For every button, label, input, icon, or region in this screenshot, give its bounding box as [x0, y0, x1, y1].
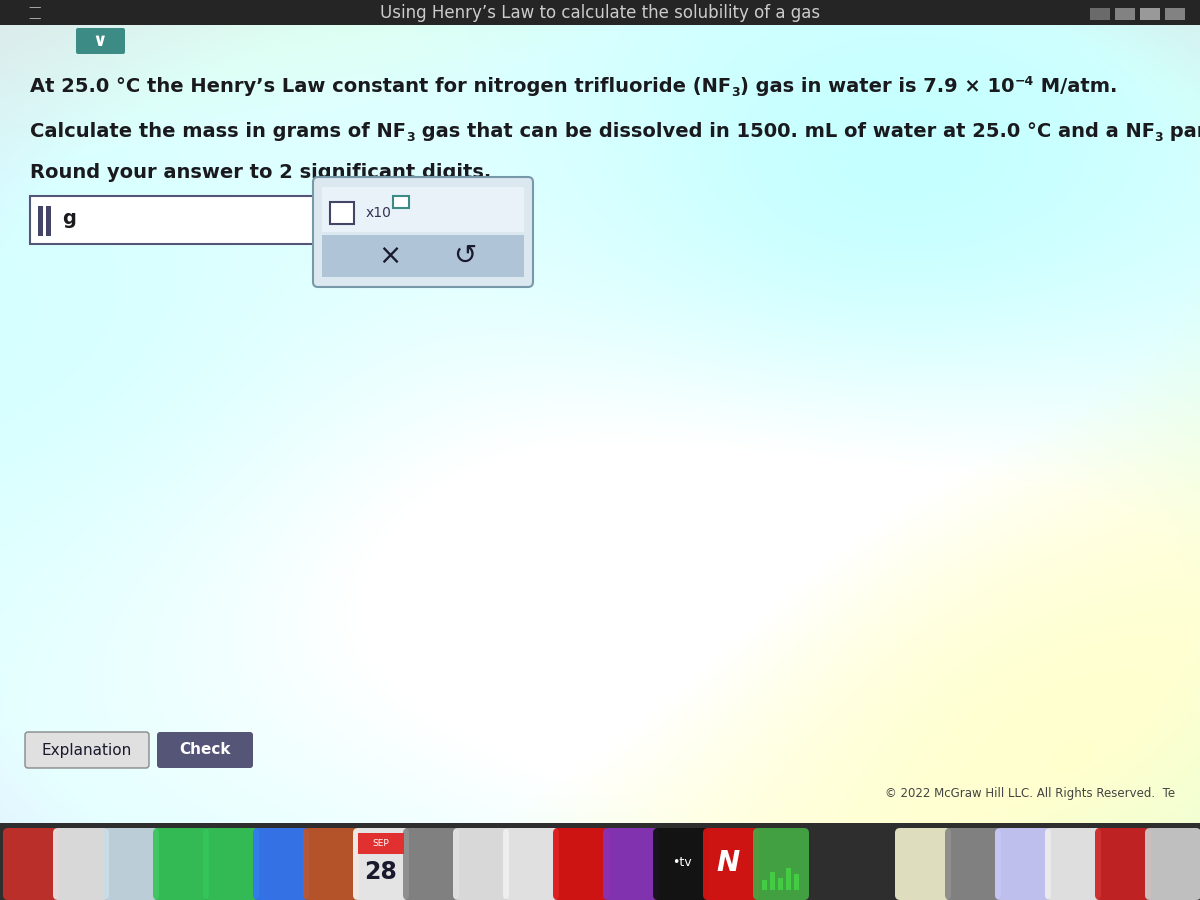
FancyBboxPatch shape: [103, 828, 158, 900]
FancyBboxPatch shape: [322, 235, 524, 277]
FancyBboxPatch shape: [946, 828, 1001, 900]
FancyBboxPatch shape: [30, 196, 314, 244]
Text: Round your answer to 2 significant digits.: Round your answer to 2 significant digit…: [30, 163, 491, 182]
Text: 3: 3: [1154, 131, 1163, 144]
Text: partial pressure of 0.85 atm.: partial pressure of 0.85 atm.: [1163, 122, 1200, 141]
FancyBboxPatch shape: [394, 196, 409, 208]
FancyBboxPatch shape: [157, 732, 253, 768]
Text: x10: x10: [366, 206, 392, 220]
Bar: [762, 880, 767, 890]
Text: Calculate the mass in grams of NF: Calculate the mass in grams of NF: [30, 122, 406, 141]
Text: Using Henry’s Law to calculate the solubility of a gas: Using Henry’s Law to calculate the solub…: [380, 4, 820, 22]
FancyBboxPatch shape: [53, 828, 109, 900]
FancyBboxPatch shape: [703, 828, 760, 900]
FancyBboxPatch shape: [604, 828, 659, 900]
FancyBboxPatch shape: [353, 828, 409, 900]
Text: —
—: — —: [29, 1, 41, 25]
Text: 3: 3: [406, 131, 415, 144]
FancyBboxPatch shape: [1145, 828, 1200, 900]
Text: 3: 3: [731, 86, 739, 99]
FancyBboxPatch shape: [754, 828, 809, 900]
Bar: [1165, 8, 1186, 20]
FancyBboxPatch shape: [253, 828, 310, 900]
Bar: [778, 878, 784, 890]
Bar: [786, 868, 791, 890]
Text: At 25.0 °C the Henry’s Law constant for nitrogen trifluoride (NF: At 25.0 °C the Henry’s Law constant for …: [30, 77, 731, 96]
FancyBboxPatch shape: [154, 828, 209, 900]
FancyBboxPatch shape: [503, 828, 559, 900]
Text: © 2022 McGraw Hill LLC. All Rights Reserved.  Te: © 2022 McGraw Hill LLC. All Rights Reser…: [884, 788, 1175, 800]
Text: Check: Check: [179, 742, 230, 758]
Bar: [0, 823, 1200, 900]
Text: ∨: ∨: [92, 32, 107, 50]
Text: M/atm.: M/atm.: [1033, 77, 1117, 96]
FancyBboxPatch shape: [403, 828, 458, 900]
FancyBboxPatch shape: [76, 28, 125, 54]
FancyBboxPatch shape: [653, 828, 709, 900]
Text: •tv: •tv: [672, 857, 692, 869]
Text: 28: 28: [365, 860, 397, 884]
Bar: [1090, 8, 1110, 20]
FancyBboxPatch shape: [313, 177, 533, 287]
Text: ) gas in water is 7.9 × 10: ) gas in water is 7.9 × 10: [739, 77, 1014, 96]
FancyBboxPatch shape: [38, 206, 43, 236]
FancyBboxPatch shape: [330, 202, 354, 224]
FancyBboxPatch shape: [995, 828, 1051, 900]
FancyBboxPatch shape: [2, 828, 59, 900]
FancyBboxPatch shape: [302, 828, 359, 900]
FancyBboxPatch shape: [1045, 828, 1102, 900]
Text: −4: −4: [1014, 75, 1033, 88]
Text: ×: ×: [378, 242, 402, 270]
Text: Explanation: Explanation: [42, 742, 132, 758]
FancyBboxPatch shape: [46, 206, 50, 236]
FancyBboxPatch shape: [553, 828, 610, 900]
FancyBboxPatch shape: [322, 187, 524, 232]
Text: ↺: ↺: [454, 242, 476, 270]
Text: N: N: [716, 849, 739, 877]
FancyBboxPatch shape: [454, 828, 509, 900]
FancyBboxPatch shape: [25, 732, 149, 768]
Bar: [770, 872, 775, 890]
FancyBboxPatch shape: [1096, 828, 1151, 900]
Bar: [0, 0, 1200, 25]
Text: SEP: SEP: [373, 839, 389, 848]
Text: gas that can be dissolved in 1500. mL of water at 25.0 °C and a NF: gas that can be dissolved in 1500. mL of…: [415, 122, 1154, 141]
Bar: [794, 874, 799, 890]
Bar: [1140, 8, 1160, 20]
Bar: [1115, 8, 1135, 20]
Text: g: g: [62, 210, 76, 229]
FancyBboxPatch shape: [895, 828, 952, 900]
FancyBboxPatch shape: [203, 828, 259, 900]
Bar: [358, 833, 404, 854]
